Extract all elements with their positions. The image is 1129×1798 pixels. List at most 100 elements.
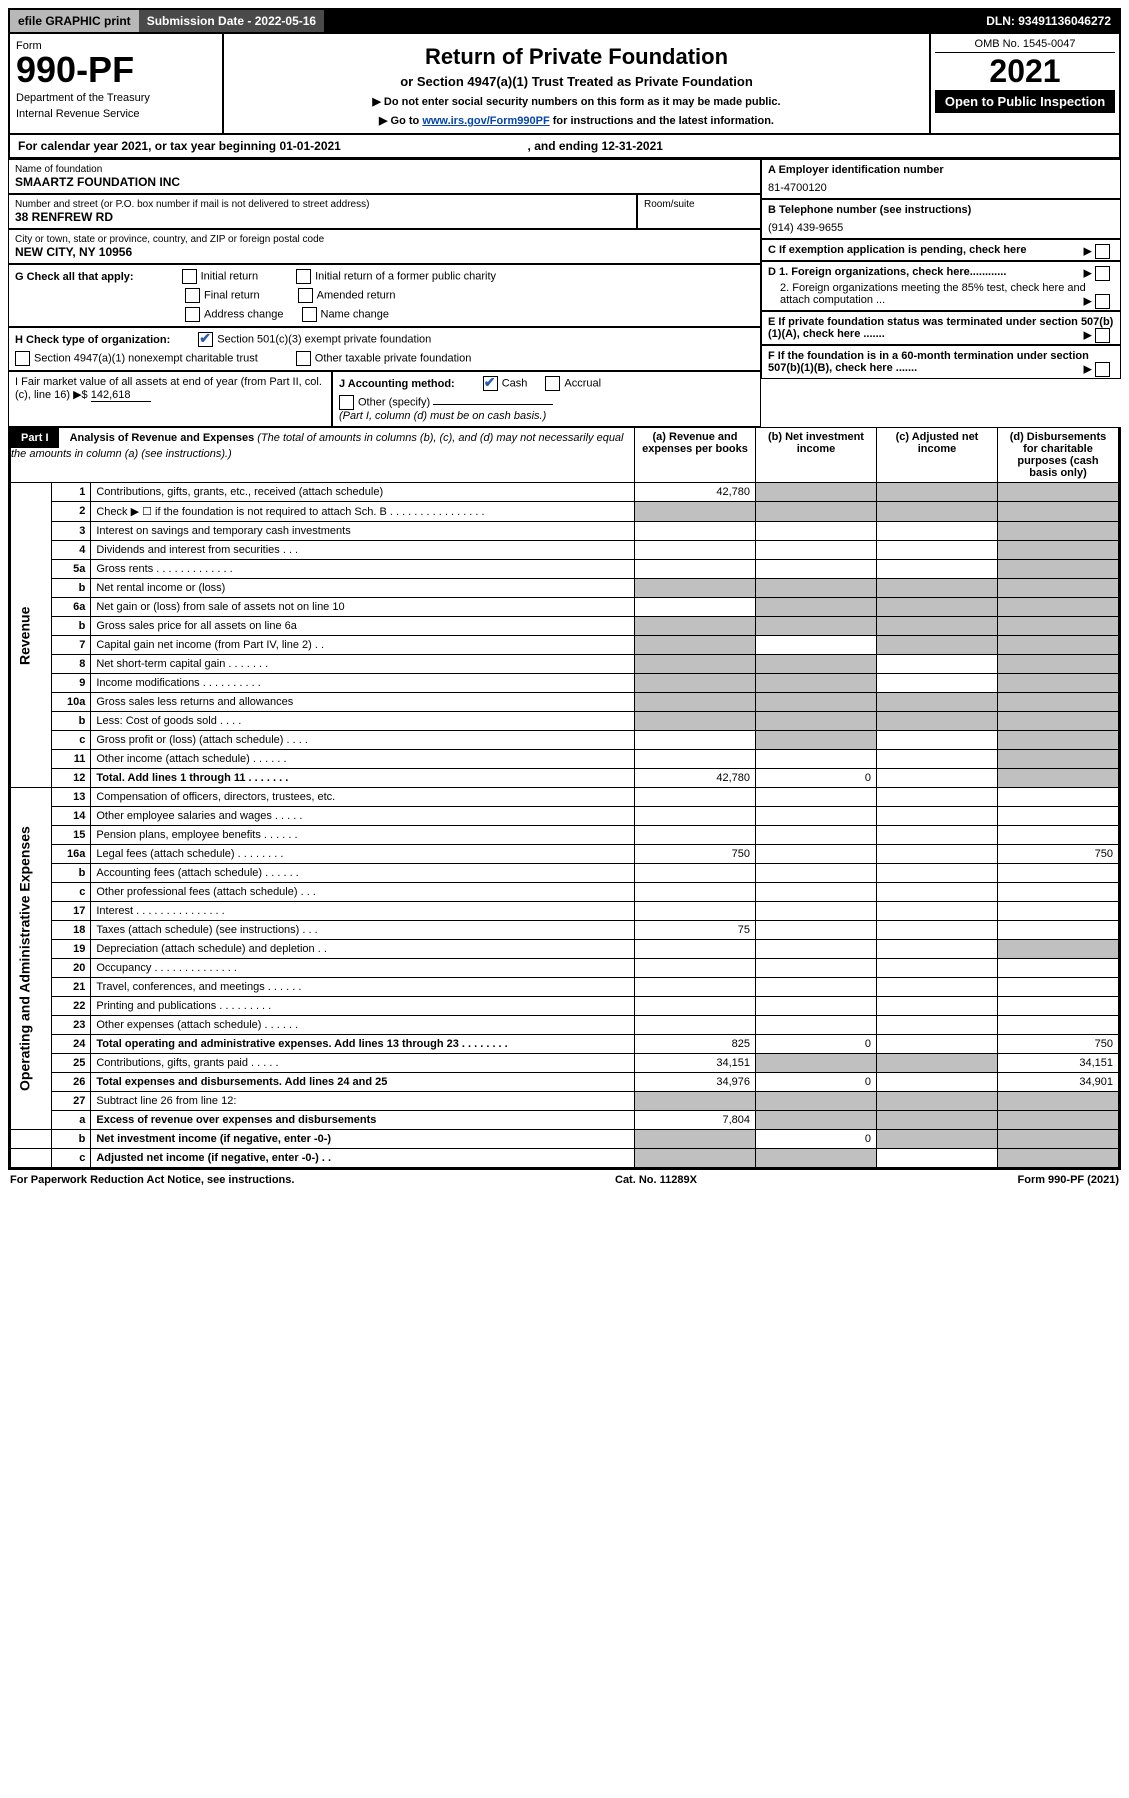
table-row: 27Subtract line 26 from line 12: — [11, 1092, 1119, 1111]
table-row: 7Capital gain net income (from Part IV, … — [11, 636, 1119, 655]
col-a-header: (a) Revenue and expenses per books — [635, 428, 756, 483]
checkbox-e[interactable] — [1095, 328, 1110, 343]
checkbox-accrual[interactable] — [545, 376, 560, 391]
table-row: 8Net short-term capital gain . . . . . .… — [11, 655, 1119, 674]
dln: DLN: 93491136046272 — [978, 10, 1119, 32]
header-right: OMB No. 1545-0047 2021 Open to Public In… — [929, 34, 1119, 133]
table-row: 23Other expenses (attach schedule) . . .… — [11, 1016, 1119, 1035]
table-row: 12Total. Add lines 1 through 11 . . . . … — [11, 769, 1119, 788]
table-row: 14Other employee salaries and wages . . … — [11, 807, 1119, 826]
checkbox-other-taxable[interactable] — [296, 351, 311, 366]
page-footer: For Paperwork Reduction Act Notice, see … — [8, 1170, 1121, 1190]
table-row: 3Interest on savings and temporary cash … — [11, 522, 1119, 541]
e-label: E If private foundation status was termi… — [768, 316, 1113, 340]
checkbox-d1[interactable] — [1095, 266, 1110, 281]
a-label: A Employer identification number — [768, 164, 1114, 176]
table-row: bNet rental income or (loss) — [11, 579, 1119, 598]
b-label: B Telephone number (see instructions) — [768, 204, 1114, 216]
header-left: Form 990-PF Department of the Treasury I… — [10, 34, 224, 133]
foundation-name-label: Name of foundation — [15, 164, 754, 175]
info-block: Name of foundation SMAARTZ FOUNDATION IN… — [8, 159, 1121, 427]
footer-mid: Cat. No. 11289X — [615, 1174, 697, 1186]
g-addr: Address change — [204, 308, 284, 320]
g-initial: Initial return — [201, 270, 258, 282]
table-row: 26Total expenses and disbursements. Add … — [11, 1073, 1119, 1092]
checkbox-amended-return[interactable] — [298, 288, 313, 303]
checkbox-c[interactable] — [1095, 244, 1110, 259]
g-amended: Amended return — [317, 289, 396, 301]
i-label: I Fair market value of all assets at end… — [15, 376, 322, 401]
g-label: G Check all that apply: — [15, 271, 134, 283]
revenue-section-label: Revenue — [11, 483, 52, 788]
part1-label: Part I — [11, 428, 59, 448]
footer-left: For Paperwork Reduction Act Notice, see … — [10, 1174, 294, 1186]
note-goto-post: for instructions and the latest informat… — [550, 115, 774, 127]
j-accrual: Accrual — [564, 377, 601, 389]
checkbox-name-change[interactable] — [302, 307, 317, 322]
table-row: Revenue 1Contributions, gifts, grants, e… — [11, 483, 1119, 502]
lineno: 1 — [52, 483, 91, 502]
table-row: 5aGross rents . . . . . . . . . . . . . — [11, 560, 1119, 579]
d1-label: D 1. Foreign organizations, check here..… — [768, 266, 1006, 278]
checkbox-f[interactable] — [1095, 362, 1110, 377]
dln-label: DLN: — [986, 14, 1018, 28]
j-note: (Part I, column (d) must be on cash basi… — [339, 410, 754, 422]
table-row: 19Depreciation (attach schedule) and dep… — [11, 940, 1119, 959]
col-c-header: (c) Adjusted net income — [877, 428, 998, 483]
table-row: 15Pension plans, employee benefits . . .… — [11, 826, 1119, 845]
table-row: Operating and Administrative Expenses 13… — [11, 788, 1119, 807]
submission-date: Submission Date - 2022-05-16 — [139, 10, 324, 32]
address: 38 RENFREW RD — [15, 210, 630, 224]
table-row: 21Travel, conferences, and meetings . . … — [11, 978, 1119, 997]
checkbox-final-return[interactable] — [185, 288, 200, 303]
dln-value: 93491136046272 — [1018, 14, 1111, 28]
calendar-year-row: For calendar year 2021, or tax year begi… — [8, 135, 1121, 159]
foundation-name: SMAARTZ FOUNDATION INC — [15, 175, 754, 189]
c-label: C If exemption application is pending, c… — [768, 244, 1027, 256]
tax-year: 2021 — [935, 53, 1115, 90]
form-subtitle: or Section 4947(a)(1) Trust Treated as P… — [230, 74, 923, 89]
form-title: Return of Private Foundation — [230, 44, 923, 70]
table-row: 10aGross sales less returns and allowanc… — [11, 693, 1119, 712]
table-row: 6aNet gain or (loss) from sale of assets… — [11, 598, 1119, 617]
table-row: 18Taxes (attach schedule) (see instructi… — [11, 921, 1119, 940]
j-label: J Accounting method: — [339, 378, 455, 390]
checkbox-address-change[interactable] — [185, 307, 200, 322]
table-row: bGross sales price for all assets on lin… — [11, 617, 1119, 636]
g-final: Final return — [204, 289, 260, 301]
checkbox-initial-former[interactable] — [296, 269, 311, 284]
expenses-section-label: Operating and Administrative Expenses — [11, 788, 52, 1130]
irs-link[interactable]: www.irs.gov/Form990PF — [422, 115, 549, 127]
j-other: Other (specify) — [358, 396, 430, 408]
submission-date-value: 2022-05-16 — [255, 14, 316, 28]
open-to-public: Open to Public Inspection — [935, 90, 1115, 113]
checkbox-d2[interactable] — [1095, 294, 1110, 309]
checkbox-other-method[interactable] — [339, 395, 354, 410]
address-label: Number and street (or P.O. box number if… — [15, 199, 630, 210]
table-row: 20Occupancy . . . . . . . . . . . . . . — [11, 959, 1119, 978]
checkbox-cash[interactable] — [483, 376, 498, 391]
checkbox-501c3[interactable] — [198, 332, 213, 347]
header-mid: Return of Private Foundation or Section … — [224, 34, 929, 133]
dept-treasury: Department of the Treasury — [16, 92, 216, 104]
table-row: 9Income modifications . . . . . . . . . … — [11, 674, 1119, 693]
analysis-table: Part I Analysis of Revenue and Expenses … — [10, 427, 1119, 1168]
g-name: Name change — [321, 308, 390, 320]
omb-number: OMB No. 1545-0047 — [935, 38, 1115, 53]
table-row: cGross profit or (loss) (attach schedule… — [11, 731, 1119, 750]
g-initial-former: Initial return of a former public charit… — [315, 270, 496, 282]
h-other: Other taxable private foundation — [315, 352, 472, 364]
table-row: bAccounting fees (attach schedule) . . .… — [11, 864, 1119, 883]
irs-label: Internal Revenue Service — [16, 108, 216, 120]
checkbox-4947[interactable] — [15, 351, 30, 366]
h-501c3: Section 501(c)(3) exempt private foundat… — [217, 333, 431, 345]
top-bar: efile GRAPHIC print Submission Date - 20… — [8, 8, 1121, 34]
table-row: 22Printing and publications . . . . . . … — [11, 997, 1119, 1016]
part1: Part I Analysis of Revenue and Expenses … — [8, 427, 1121, 1170]
room-label: Room/suite — [644, 199, 754, 210]
table-row: 24Total operating and administrative exp… — [11, 1035, 1119, 1054]
line-desc: Contributions, gifts, grants, etc., rece… — [91, 483, 635, 502]
table-row: cOther professional fees (attach schedul… — [11, 883, 1119, 902]
efile-label: efile GRAPHIC print — [10, 10, 139, 32]
checkbox-initial-return[interactable] — [182, 269, 197, 284]
